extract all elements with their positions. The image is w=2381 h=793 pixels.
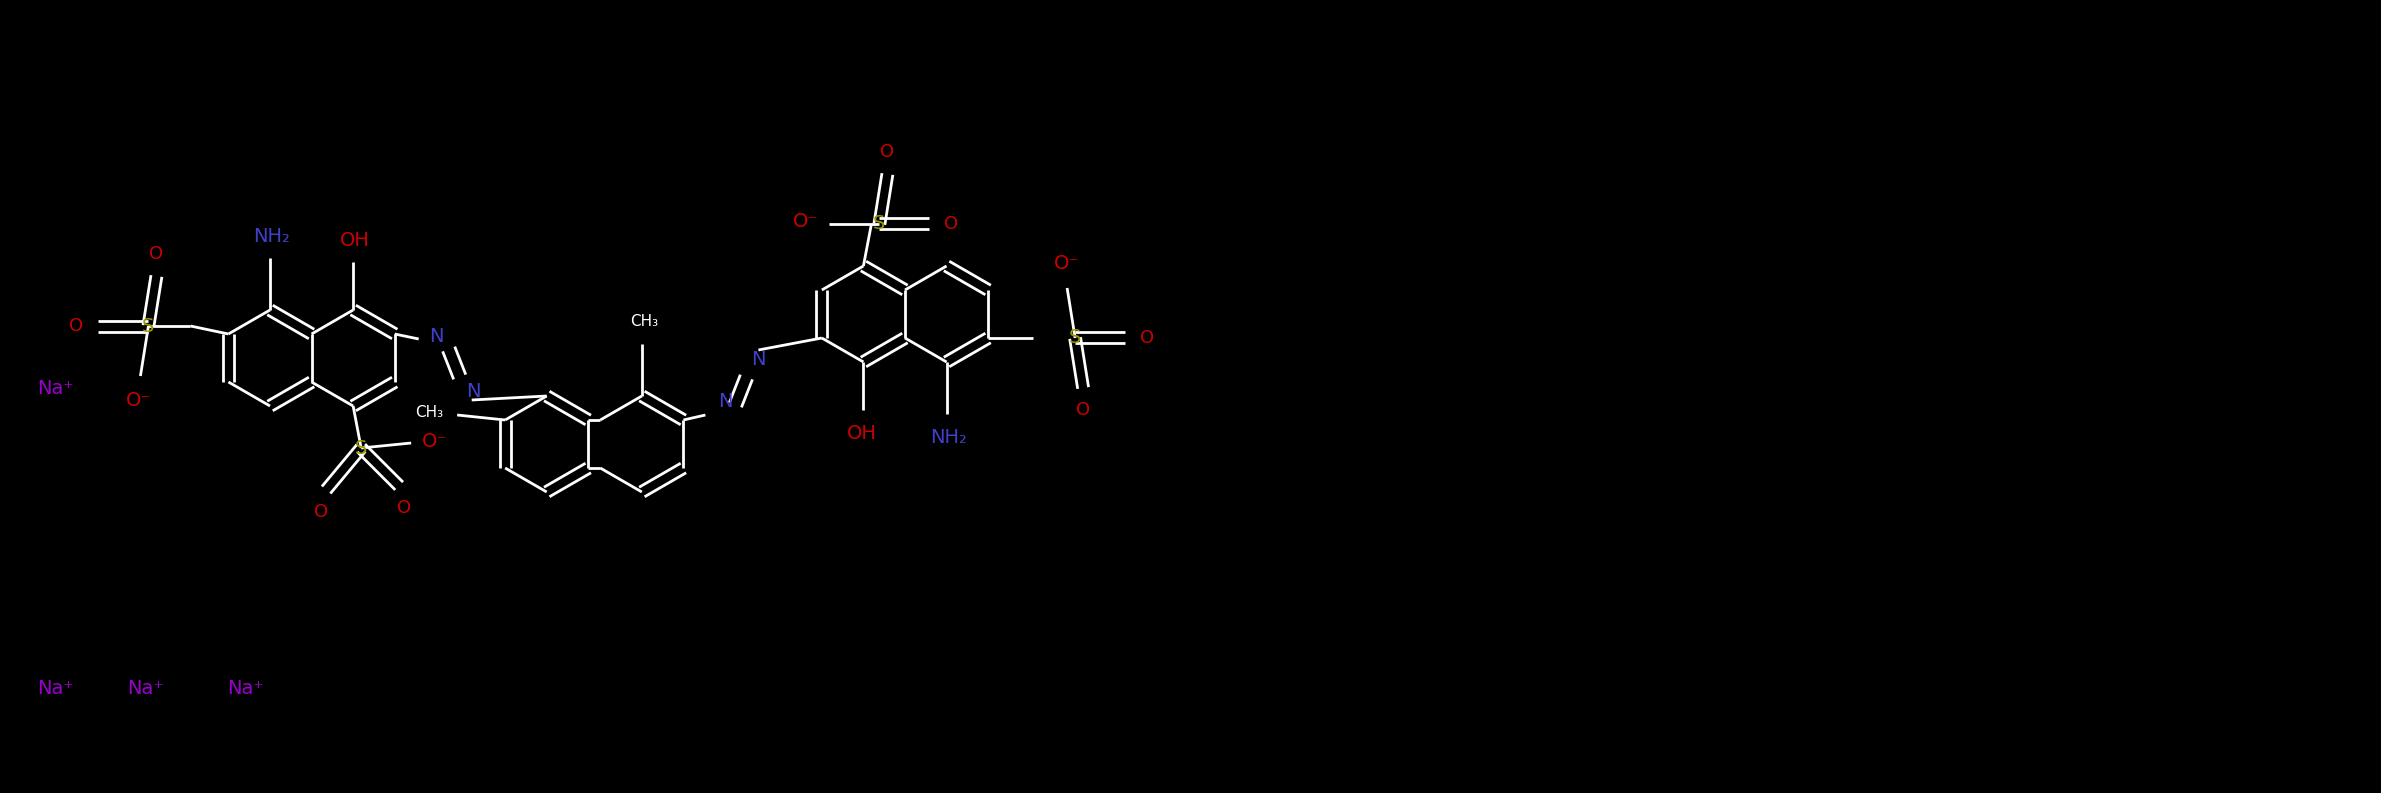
Text: NH₂: NH₂ — [931, 428, 967, 447]
Text: S: S — [1069, 328, 1081, 347]
Text: O⁻: O⁻ — [126, 390, 152, 409]
Text: O⁻: O⁻ — [421, 431, 448, 450]
Text: Na⁺: Na⁺ — [126, 679, 164, 698]
Text: N: N — [719, 393, 733, 412]
Text: CH₃: CH₃ — [414, 404, 443, 419]
Text: O⁻: O⁻ — [793, 213, 819, 232]
Text: O: O — [314, 503, 329, 521]
Text: O: O — [398, 499, 412, 517]
Text: O: O — [1140, 329, 1155, 347]
Text: N: N — [467, 382, 481, 401]
Text: O: O — [1076, 401, 1090, 419]
Text: NH₂: NH₂ — [252, 227, 290, 246]
Text: N: N — [429, 327, 443, 346]
Text: O: O — [150, 245, 164, 263]
Text: Na⁺: Na⁺ — [36, 679, 74, 698]
Text: O: O — [881, 143, 895, 161]
Text: OH: OH — [340, 231, 369, 250]
Text: S: S — [143, 316, 155, 335]
Text: O: O — [69, 317, 83, 335]
Text: S: S — [355, 439, 367, 458]
Text: Na⁺: Na⁺ — [36, 378, 74, 397]
Text: N: N — [750, 351, 767, 370]
Text: O⁻: O⁻ — [1055, 255, 1081, 274]
Text: OH: OH — [848, 424, 876, 443]
Text: S: S — [874, 214, 886, 233]
Text: Na⁺: Na⁺ — [226, 679, 264, 698]
Text: O: O — [945, 215, 960, 233]
Text: CH₃: CH₃ — [631, 315, 657, 330]
